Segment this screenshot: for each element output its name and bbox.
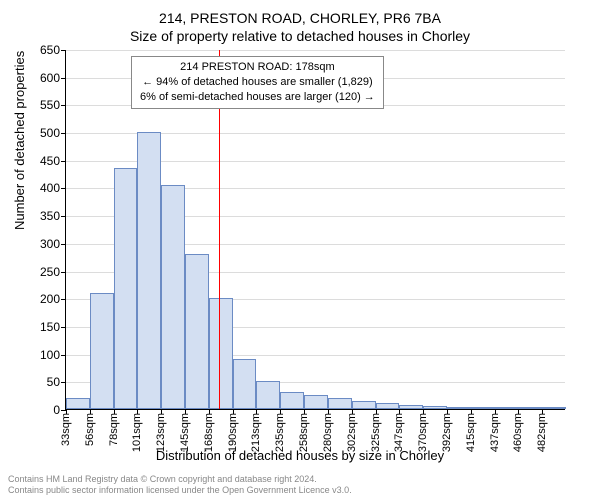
histogram-bar [352,401,376,409]
y-tick-label: 50 [47,375,66,389]
histogram-bar [90,293,114,409]
y-tick-label: 150 [40,320,66,334]
x-tick-label: 145sqm [179,409,191,452]
y-tick-label: 650 [40,43,66,57]
histogram-bar [233,359,257,409]
histogram-bar [185,254,209,409]
x-tick-label: 56sqm [84,409,96,446]
x-tick-label: 325sqm [370,409,382,452]
histogram-bar [280,392,304,409]
histogram-bar [209,298,233,409]
x-tick-label: 392sqm [441,409,453,452]
x-tick-label: 415sqm [465,409,477,452]
x-tick-label: 482sqm [536,409,548,452]
x-tick-label: 302sqm [346,409,358,452]
y-tick-label: 350 [40,209,66,223]
x-tick-label: 437sqm [489,409,501,452]
x-axis-title: Distribution of detached houses by size … [0,448,600,463]
y-tick-label: 500 [40,126,66,140]
annotation-line1: 214 PRESTON ROAD: 178sqm [140,60,375,75]
y-axis-title: Number of detached properties [12,51,27,230]
x-tick-label: 101sqm [131,409,143,452]
y-tick-label: 100 [40,348,66,362]
x-tick-label: 123sqm [155,409,167,452]
histogram-bar [304,395,328,409]
plot-area: 0501001502002503003504004505005506006503… [65,50,565,410]
x-tick-label: 33sqm [60,409,72,446]
histogram-bar [137,132,161,409]
chart-container: 214, PRESTON ROAD, CHORLEY, PR6 7BA Size… [0,0,600,500]
x-tick-label: 235sqm [274,409,286,452]
x-tick-label: 460sqm [512,409,524,452]
x-tick-label: 190sqm [227,409,239,452]
y-tick-label: 600 [40,71,66,85]
y-tick-label: 400 [40,181,66,195]
histogram-bar [114,168,138,409]
x-tick-label: 280sqm [322,409,334,452]
y-tick-label: 450 [40,154,66,168]
x-tick-label: 258sqm [298,409,310,452]
y-tick-label: 200 [40,292,66,306]
annotation-line3: 6% of semi-detached houses are larger (1… [140,90,375,105]
x-tick-label: 347sqm [393,409,405,452]
attribution-line-1: Contains HM Land Registry data © Crown c… [8,474,352,485]
attribution-line-2: Contains public sector information licen… [8,485,352,496]
histogram-bar [66,398,90,409]
y-tick-label: 550 [40,98,66,112]
annotation-line2: ← 94% of detached houses are smaller (1,… [140,75,375,90]
title-subtitle: Size of property relative to detached ho… [0,28,600,44]
y-tick-label: 250 [40,265,66,279]
y-tick-label: 300 [40,237,66,251]
x-tick-label: 213sqm [250,409,262,452]
x-tick-label: 78sqm [108,409,120,446]
x-tick-label: 370sqm [417,409,429,452]
histogram-bar [328,398,352,409]
x-tick-label: 168sqm [203,409,215,452]
histogram-bar [161,185,185,409]
attribution-text: Contains HM Land Registry data © Crown c… [8,474,352,497]
title-address: 214, PRESTON ROAD, CHORLEY, PR6 7BA [0,0,600,26]
histogram-bar [256,381,280,409]
grid-line [66,50,565,51]
annotation-box: 214 PRESTON ROAD: 178sqm← 94% of detache… [131,56,384,109]
